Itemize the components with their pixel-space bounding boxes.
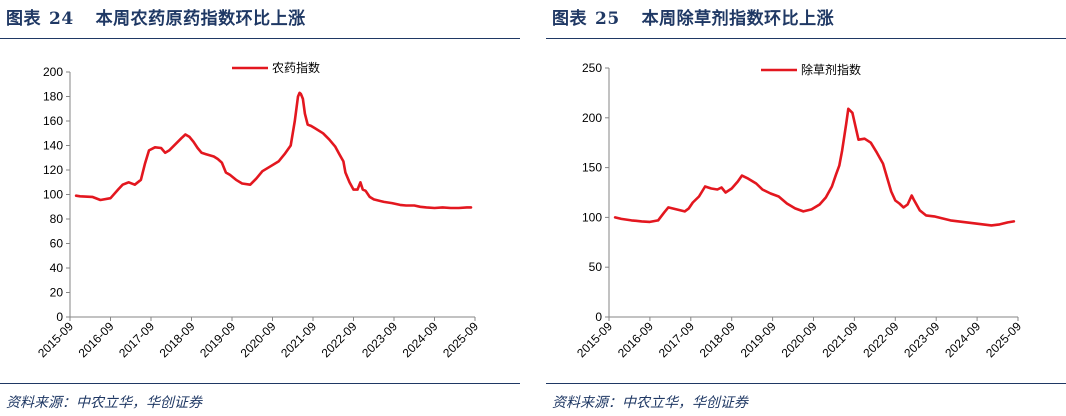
figure-24: 图表 24 本周农药原药指数环比上涨 0 20 40 60 80 100 120 140 160 18…: [0, 0, 520, 416]
x-tick-label: 2018-09: [157, 319, 198, 360]
x-tick-label: 2020-09: [779, 319, 820, 360]
figure-number: 24: [49, 9, 74, 29]
x-tick-label: 2017-09: [116, 319, 157, 360]
y-tick-label: 180: [43, 90, 63, 104]
y-tick-label: 40: [50, 261, 64, 275]
y-tick-label: 200: [43, 65, 63, 79]
figure-number: 25: [595, 9, 620, 29]
y-tick-label: 120: [43, 163, 63, 177]
legend-label: 农药指数: [272, 60, 320, 75]
figure-caption: 本周除草剂指数环比上涨: [641, 9, 835, 29]
x-tick-label: 2022-09: [319, 319, 360, 360]
source-note: 资料来源：中农立华，华创证券: [6, 395, 202, 411]
series-line: [613, 107, 1016, 227]
x-tick-label: 2019-09: [197, 319, 238, 360]
y-tick-label: 160: [43, 114, 63, 128]
figure-25: 图表 25 本周除草剂指数环比上涨 0 50 100 150 200 250 2015-09 20…: [546, 0, 1066, 416]
y-tick-label: 50: [589, 260, 603, 274]
y-tick-label: 60: [50, 237, 64, 251]
figure-caption: 本周农药原药指数环比上涨: [95, 9, 306, 29]
x-tick-label: 2021-09: [819, 319, 860, 360]
x-tick-label: 2015-09: [35, 319, 76, 360]
title-rule: [546, 38, 1066, 39]
herbicide-index-chart: 0 50 100 150 200 250 2015-09 2016-09 2017-09 2018…: [574, 61, 1024, 360]
x-tick-label: 2025-09: [983, 319, 1024, 360]
y-tick-label: 0: [56, 310, 63, 324]
x-tick-label: 2021-09: [278, 319, 319, 360]
y-tick-label: 150: [582, 161, 602, 175]
x-tick-label: 2023-09: [359, 319, 400, 360]
x-tick-label: 2019-09: [738, 319, 779, 360]
y-tick-label: 140: [43, 139, 63, 153]
y-tick-label: 100: [582, 210, 602, 224]
figure-label: 图表: [6, 9, 41, 29]
x-tick-label: 2016-09: [615, 319, 656, 360]
x-tick-label: 2016-09: [76, 319, 117, 360]
figure-title: 图表 24 本周农药原药指数环比上涨: [6, 4, 306, 29]
source-note: 资料来源：中农立华，华创证券: [552, 395, 748, 411]
source-rule: [546, 383, 1066, 384]
y-tick-label: 0: [595, 310, 602, 324]
x-tick-label: 2022-09: [860, 319, 901, 360]
x-tick-label: 2025-09: [440, 319, 481, 360]
x-tick-label: 2024-09: [400, 319, 441, 360]
legend-label: 除草剂指数: [801, 62, 861, 77]
x-tick-label: 2018-09: [697, 319, 738, 360]
x-tick-label: 2015-09: [574, 319, 615, 360]
x-tick-label: 2024-09: [942, 319, 983, 360]
pesticide-index-chart: 0 20 40 60 80 100 120 140 160 180 200 2015-09 2016-0…: [35, 60, 481, 360]
figure-label: 图表: [552, 9, 587, 29]
x-tick-label: 2020-09: [238, 319, 279, 360]
y-tick-label: 80: [50, 212, 64, 226]
x-tick-label: 2023-09: [901, 319, 942, 360]
source-rule: [0, 383, 520, 384]
title-rule: [0, 38, 520, 39]
figure-title: 图表 25 本周除草剂指数环比上涨: [552, 4, 834, 29]
y-tick-label: 200: [582, 111, 602, 125]
y-tick-label: 100: [43, 188, 63, 202]
series-line: [74, 91, 473, 210]
y-tick-label: 250: [582, 61, 602, 75]
x-tick-label: 2017-09: [656, 319, 697, 360]
y-tick-label: 20: [50, 286, 64, 300]
